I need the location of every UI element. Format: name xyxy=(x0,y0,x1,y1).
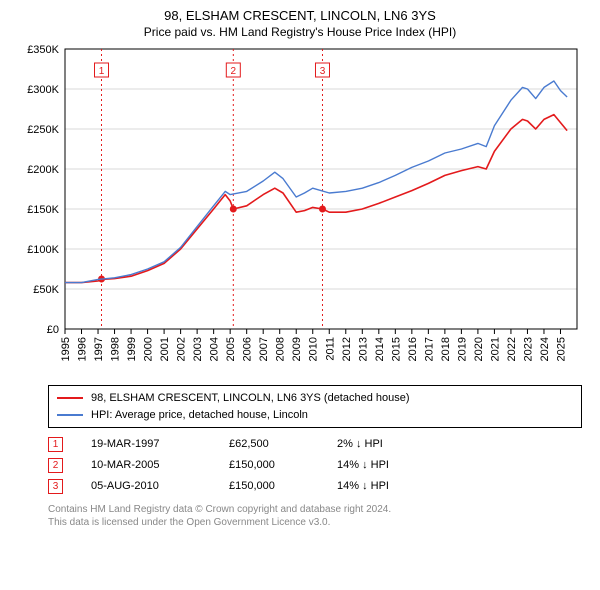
svg-text:2005: 2005 xyxy=(225,337,237,361)
chart-svg: £0 £50K £100K £150K £200K £250K £300K £350K 1995… xyxy=(10,45,590,375)
svg-text:2010: 2010 xyxy=(308,337,320,361)
svg-text:2000: 2000 xyxy=(143,337,155,361)
svg-text:2009: 2009 xyxy=(291,337,303,361)
svg-text:£200K: £200K xyxy=(27,164,59,176)
event-row: 3 05-AUG-2010 £150,000 14% ↓ HPI xyxy=(48,476,582,497)
svg-text:2007: 2007 xyxy=(258,337,270,361)
event-delta: 2% ↓ HPI xyxy=(337,434,383,455)
events-table: 1 19-MAR-1997 £62,500 2% ↓ HPI 2 10-MAR-… xyxy=(48,434,582,497)
svg-text:2: 2 xyxy=(231,66,237,77)
svg-text:2003: 2003 xyxy=(192,337,204,361)
svg-text:2016: 2016 xyxy=(407,337,419,361)
svg-text:£100K: £100K xyxy=(27,244,59,256)
svg-text:2001: 2001 xyxy=(159,337,171,361)
svg-text:2008: 2008 xyxy=(275,337,287,361)
svg-text:2015: 2015 xyxy=(390,337,402,361)
event-price: £150,000 xyxy=(229,476,309,497)
svg-text:2004: 2004 xyxy=(209,337,221,361)
legend-label: HPI: Average price, detached house, Linc… xyxy=(91,407,308,424)
svg-text:2021: 2021 xyxy=(489,337,501,361)
svg-text:£350K: £350K xyxy=(27,45,59,56)
event-price: £62,500 xyxy=(229,434,309,455)
svg-text:1995: 1995 xyxy=(60,337,72,361)
svg-text:£50K: £50K xyxy=(33,284,59,296)
event-marker-icon: 1 xyxy=(48,437,63,452)
svg-text:2013: 2013 xyxy=(357,337,369,361)
legend-swatch xyxy=(57,397,83,399)
chart: £0 £50K £100K £150K £200K £250K £300K £350K 1995… xyxy=(10,45,590,375)
footer-line: This data is licensed under the Open Gov… xyxy=(48,516,582,529)
svg-text:2017: 2017 xyxy=(423,337,435,361)
legend-item: HPI: Average price, detached house, Linc… xyxy=(57,407,573,424)
chart-title-address: 98, ELSHAM CRESCENT, LINCOLN, LN6 3YS xyxy=(10,8,590,23)
svg-text:£250K: £250K xyxy=(27,124,59,136)
svg-text:£0: £0 xyxy=(47,324,59,336)
svg-text:1999: 1999 xyxy=(126,337,138,361)
event-marker-icon: 2 xyxy=(48,458,63,473)
svg-text:2022: 2022 xyxy=(506,337,518,361)
svg-text:2023: 2023 xyxy=(522,337,534,361)
svg-text:£300K: £300K xyxy=(27,84,59,96)
svg-text:2025: 2025 xyxy=(555,337,567,361)
footer-line: Contains HM Land Registry data © Crown c… xyxy=(48,503,582,516)
svg-text:3: 3 xyxy=(320,66,326,77)
legend-label: 98, ELSHAM CRESCENT, LINCOLN, LN6 3YS (d… xyxy=(91,390,410,407)
legend-item: 98, ELSHAM CRESCENT, LINCOLN, LN6 3YS (d… xyxy=(57,390,573,407)
svg-text:2020: 2020 xyxy=(473,337,485,361)
event-date: 19-MAR-1997 xyxy=(91,434,201,455)
svg-text:2012: 2012 xyxy=(341,337,353,361)
svg-text:2002: 2002 xyxy=(176,337,188,361)
svg-text:2014: 2014 xyxy=(374,337,386,361)
svg-text:1: 1 xyxy=(99,66,105,77)
svg-text:1998: 1998 xyxy=(110,337,122,361)
legend: 98, ELSHAM CRESCENT, LINCOLN, LN6 3YS (d… xyxy=(48,385,582,428)
svg-text:2018: 2018 xyxy=(440,337,452,361)
svg-text:£150K: £150K xyxy=(27,204,59,216)
svg-text:2019: 2019 xyxy=(456,337,468,361)
event-delta: 14% ↓ HPI xyxy=(337,455,389,476)
event-price: £150,000 xyxy=(229,455,309,476)
svg-text:2024: 2024 xyxy=(539,337,551,361)
event-delta: 14% ↓ HPI xyxy=(337,476,389,497)
event-date: 05-AUG-2010 xyxy=(91,476,201,497)
svg-text:2011: 2011 xyxy=(324,337,336,361)
event-marker-icon: 3 xyxy=(48,479,63,494)
event-row: 2 10-MAR-2005 £150,000 14% ↓ HPI xyxy=(48,455,582,476)
event-row: 1 19-MAR-1997 £62,500 2% ↓ HPI xyxy=(48,434,582,455)
chart-title-subtitle: Price paid vs. HM Land Registry's House … xyxy=(10,25,590,39)
legend-swatch xyxy=(57,414,83,416)
svg-text:1997: 1997 xyxy=(93,337,105,361)
svg-text:2006: 2006 xyxy=(242,337,254,361)
svg-text:1996: 1996 xyxy=(77,337,89,361)
event-date: 10-MAR-2005 xyxy=(91,455,201,476)
footer: Contains HM Land Registry data © Crown c… xyxy=(48,503,582,529)
